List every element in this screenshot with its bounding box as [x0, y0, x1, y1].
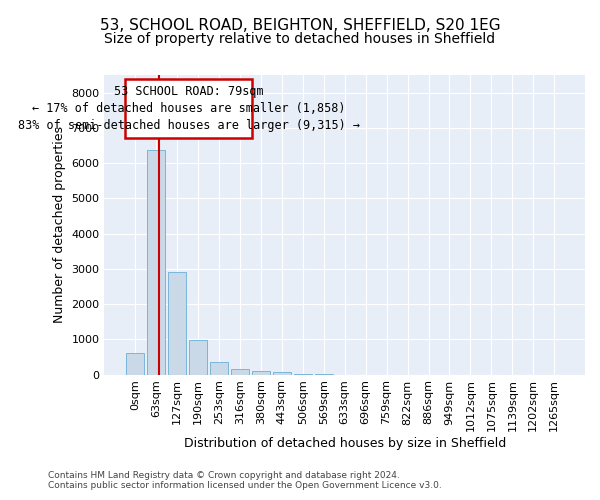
Bar [147, 150, 165, 374]
Bar [252, 370, 270, 374]
Y-axis label: Number of detached properties: Number of detached properties [53, 126, 66, 324]
Text: Contains HM Land Registry data © Crown copyright and database right 2024.: Contains HM Land Registry data © Crown c… [48, 471, 400, 480]
Bar [210, 362, 228, 374]
Bar [231, 369, 249, 374]
Bar [189, 340, 207, 374]
Bar [125, 78, 253, 138]
Text: 53 SCHOOL ROAD: 79sqm
← 17% of detached houses are smaller (1,858)
83% of semi-d: 53 SCHOOL ROAD: 79sqm ← 17% of detached … [18, 85, 360, 132]
Text: Size of property relative to detached houses in Sheffield: Size of property relative to detached ho… [104, 32, 496, 46]
Bar [273, 372, 291, 374]
Text: 53, SCHOOL ROAD, BEIGHTON, SHEFFIELD, S20 1EG: 53, SCHOOL ROAD, BEIGHTON, SHEFFIELD, S2… [100, 18, 500, 32]
Bar [168, 272, 186, 374]
X-axis label: Distribution of detached houses by size in Sheffield: Distribution of detached houses by size … [184, 437, 506, 450]
Bar [126, 354, 144, 374]
Text: Contains public sector information licensed under the Open Government Licence v3: Contains public sector information licen… [48, 481, 442, 490]
